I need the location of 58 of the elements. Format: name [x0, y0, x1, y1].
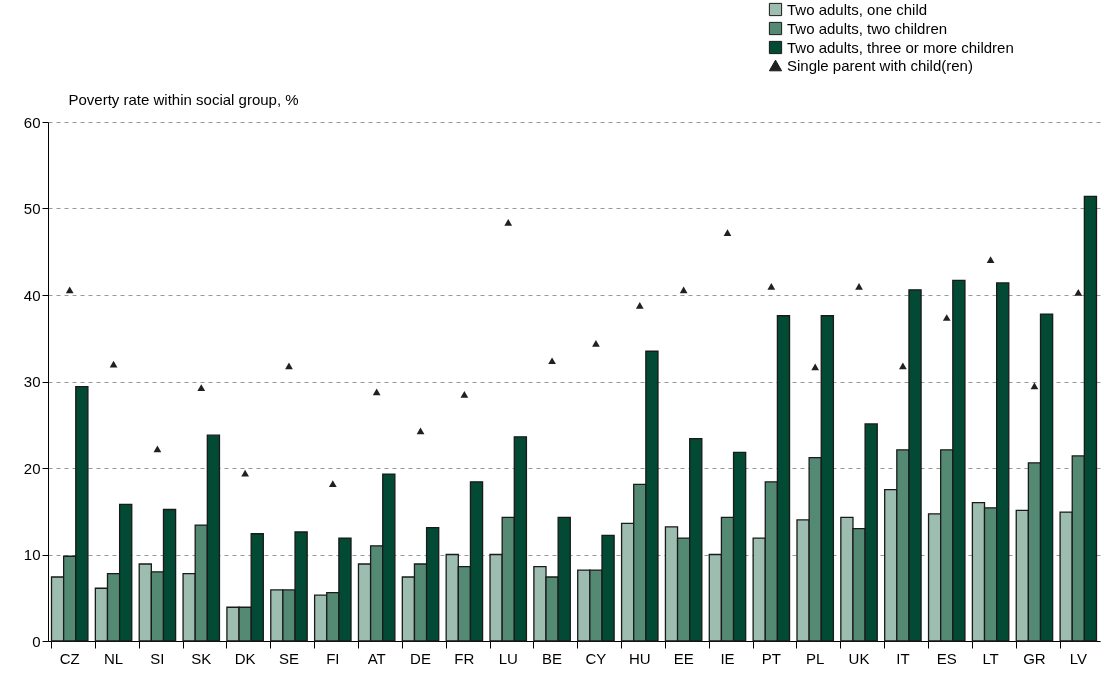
- y-tick-label: 50: [23, 200, 41, 217]
- x-tick-label: PT: [761, 649, 781, 667]
- point: [767, 283, 776, 290]
- point: [899, 362, 907, 370]
- legend-label: Two adults, one child: [787, 0, 928, 18]
- x-tick-label: LT: [982, 649, 999, 667]
- x-tick-label: SK: [191, 649, 212, 667]
- x-tick-label: PL: [806, 649, 825, 667]
- point: [942, 314, 951, 321]
- x-tick-label: DE: [410, 649, 431, 667]
- y-tick-label: 0: [32, 632, 41, 650]
- point: [855, 283, 863, 290]
- x-tick-label: LU: [498, 649, 518, 667]
- x-tick-label: CZ: [59, 649, 80, 667]
- point: [328, 480, 337, 487]
- point: [109, 360, 118, 368]
- x-tick-label: FI: [326, 649, 340, 667]
- point: [1030, 382, 1039, 390]
- x-tick-label: CY: [585, 649, 607, 667]
- point: [241, 469, 249, 477]
- x-tick-label: SE: [278, 649, 299, 667]
- point: [372, 388, 381, 396]
- legend-label: Two adults, two children: [787, 19, 948, 37]
- x-tick-label: BE: [542, 649, 563, 667]
- x-tick-label: UK: [848, 649, 870, 667]
- point: [635, 302, 644, 309]
- x-tick-label: GR: [1023, 649, 1046, 667]
- point: [548, 357, 556, 365]
- point: [416, 427, 425, 435]
- y-tick-label: 60: [23, 113, 41, 131]
- x-tick-label: DK: [234, 649, 256, 667]
- x-tick-label: HU: [628, 649, 651, 667]
- point: [1074, 289, 1083, 296]
- point: [679, 286, 688, 294]
- y-axis-title: Poverty rate within social group, %: [68, 90, 299, 108]
- x-tick-label: LV: [1069, 649, 1087, 667]
- point: [504, 218, 513, 226]
- point: [65, 286, 74, 294]
- legend-label: Single parent with child(ren): [787, 56, 973, 74]
- x-tick-label: FR: [454, 649, 475, 667]
- point: [811, 363, 820, 371]
- x-tick-label: EE: [673, 649, 694, 667]
- x-tick-label: AT: [367, 649, 386, 667]
- point: [592, 340, 600, 347]
- y-tick-label: 10: [23, 546, 41, 563]
- y-tick-label: 20: [23, 459, 41, 477]
- point: [197, 384, 206, 391]
- legend-label: Two adults, three or more children: [787, 38, 1014, 56]
- point: [986, 256, 995, 263]
- point: [460, 391, 469, 398]
- x-tick-label: IT: [896, 649, 910, 667]
- y-tick-label: 40: [23, 286, 41, 304]
- x-tick-label: IE: [720, 649, 735, 667]
- point: [723, 229, 732, 237]
- x-tick-label: ES: [936, 649, 957, 667]
- x-tick-label: NL: [103, 649, 124, 667]
- x-tick-label: SI: [150, 649, 165, 667]
- y-tick-label: 30: [23, 373, 41, 390]
